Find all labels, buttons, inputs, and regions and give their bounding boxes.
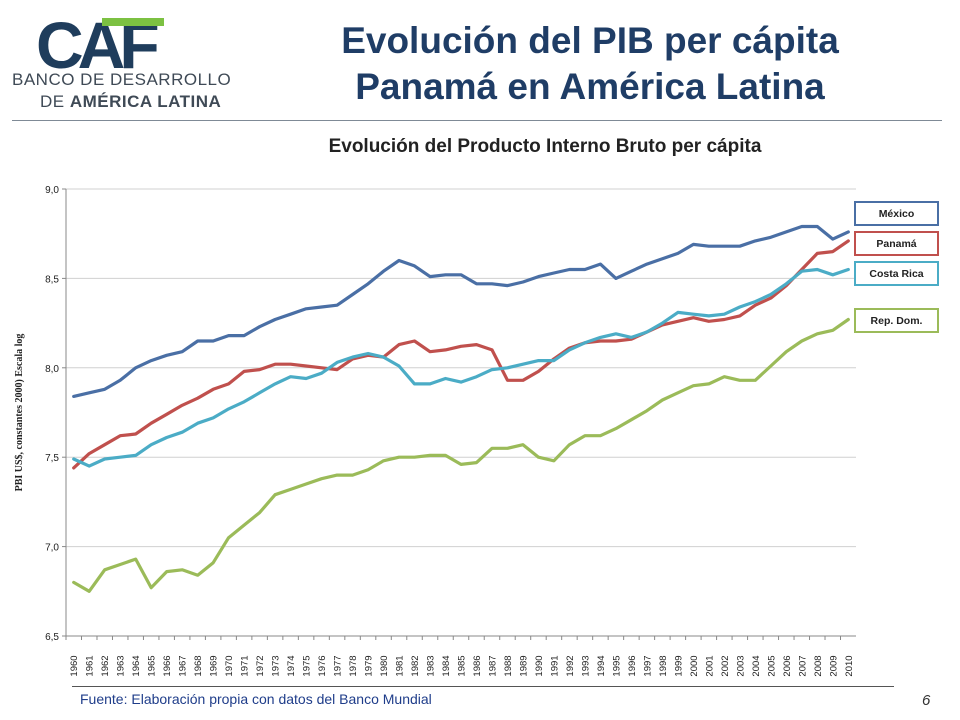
- series-line: [72, 224, 850, 398]
- x-tick-label: 1970: [224, 655, 235, 676]
- x-tick-label: 1985: [457, 655, 468, 676]
- caf-logo-accent: [102, 18, 164, 26]
- x-tick-label: 2001: [704, 655, 715, 676]
- x-tick-label: 1994: [596, 655, 607, 676]
- y-axis-label: PBI US$, constantes 2000) Escala log: [14, 334, 25, 492]
- x-tick-label: 1977: [333, 655, 344, 676]
- logo-line2: DE AMÉRICA LATINA: [40, 92, 221, 112]
- y-tick-label: 6,5: [45, 632, 59, 643]
- x-tick-label: 1972: [255, 655, 266, 676]
- x-tick-label: 1973: [271, 655, 282, 676]
- series-line: [72, 239, 850, 470]
- x-tick-label: 1962: [100, 655, 111, 676]
- x-tick-label: 1993: [580, 655, 591, 676]
- x-tick-label: 1987: [487, 655, 498, 676]
- y-tick-label: 7,5: [45, 453, 59, 464]
- x-tick-label: 1982: [410, 655, 421, 676]
- x-tick-label: 1963: [116, 655, 127, 676]
- x-tick-label: 1961: [85, 655, 96, 676]
- x-tick-label: 1968: [193, 655, 204, 676]
- logo-line1: BANCO DE DESARROLLO: [12, 70, 232, 89]
- legend-box: [854, 308, 939, 333]
- header-divider: [12, 120, 942, 121]
- footer-divider: [72, 686, 894, 687]
- x-tick-label: 1984: [441, 655, 452, 676]
- slide-title: Evolución del PIB per cápita Panamá en A…: [290, 18, 890, 110]
- x-tick-label: 1971: [240, 655, 251, 676]
- caf-logo: CAF: [36, 8, 164, 82]
- x-tick-label: 1960: [69, 655, 80, 676]
- legend-box: [854, 231, 939, 256]
- x-tick-label: 1975: [302, 655, 313, 676]
- x-tick-label: 1967: [178, 655, 189, 676]
- x-tick-label: 1978: [348, 655, 359, 676]
- x-tick-label: 2007: [797, 655, 808, 676]
- x-tick-label: 1980: [379, 655, 390, 676]
- x-tick-label: 1992: [565, 655, 576, 676]
- legend-label: Costa Rica: [869, 268, 923, 280]
- y-tick-label: 7,0: [45, 543, 59, 554]
- legend-label: México: [879, 208, 915, 220]
- logo-line2-bold: AMÉRICA LATINA: [69, 92, 222, 111]
- series-line: [72, 317, 850, 593]
- x-tick-label: 1983: [426, 655, 437, 676]
- chart-title: Evolución del Producto Interno Bruto per…: [328, 136, 762, 157]
- x-tick-label: 2002: [720, 655, 731, 676]
- legend-box: [854, 201, 939, 226]
- x-tick-label: 2000: [689, 655, 700, 676]
- x-tick-label: 1966: [162, 655, 173, 676]
- x-tick-label: 1988: [503, 655, 514, 676]
- series-line: [72, 267, 850, 468]
- x-tick-label: 1990: [534, 655, 545, 676]
- x-tick-label: 1986: [472, 655, 483, 676]
- legend-label: Panamá: [876, 238, 916, 250]
- y-tick-label: 9,0: [45, 185, 59, 196]
- x-tick-label: 2003: [735, 655, 746, 676]
- source-note: Fuente: Elaboración propia con datos del…: [80, 691, 432, 707]
- y-tick-label: 8,0: [45, 364, 59, 375]
- x-tick-label: 2005: [766, 655, 777, 676]
- x-tick-label: 1979: [364, 655, 375, 676]
- slide-title-line1: Evolución del PIB per cápita: [341, 20, 839, 61]
- x-tick-label: 1998: [658, 655, 669, 676]
- x-tick-label: 2010: [844, 655, 855, 676]
- legend-label: Rep. Dom.: [871, 315, 923, 327]
- x-tick-label: 1981: [395, 655, 406, 676]
- x-tick-label: 1991: [549, 655, 560, 676]
- x-tick-label: 1964: [131, 655, 142, 676]
- x-tick-label: 1965: [147, 655, 158, 676]
- x-tick-label: 2008: [813, 655, 824, 676]
- x-tick-label: 1996: [627, 655, 638, 676]
- x-tick-label: 1997: [642, 655, 653, 676]
- x-tick-label: 1969: [209, 655, 220, 676]
- x-tick-label: 2006: [782, 655, 793, 676]
- x-tick-label: 2004: [751, 655, 762, 676]
- x-tick-label: 1989: [518, 655, 529, 676]
- y-tick-label: 8,5: [45, 274, 59, 285]
- page-number: 6: [922, 692, 931, 709]
- slide-title-line2: Panamá en América Latina: [355, 66, 825, 107]
- x-tick-label: 2009: [828, 655, 839, 676]
- x-tick-label: 1999: [673, 655, 684, 676]
- logo-line2-prefix: DE: [40, 92, 70, 111]
- x-tick-label: 1976: [317, 655, 328, 676]
- x-tick-label: 1995: [611, 655, 622, 676]
- x-tick-label: 1974: [286, 655, 297, 676]
- legend-box: [854, 261, 939, 286]
